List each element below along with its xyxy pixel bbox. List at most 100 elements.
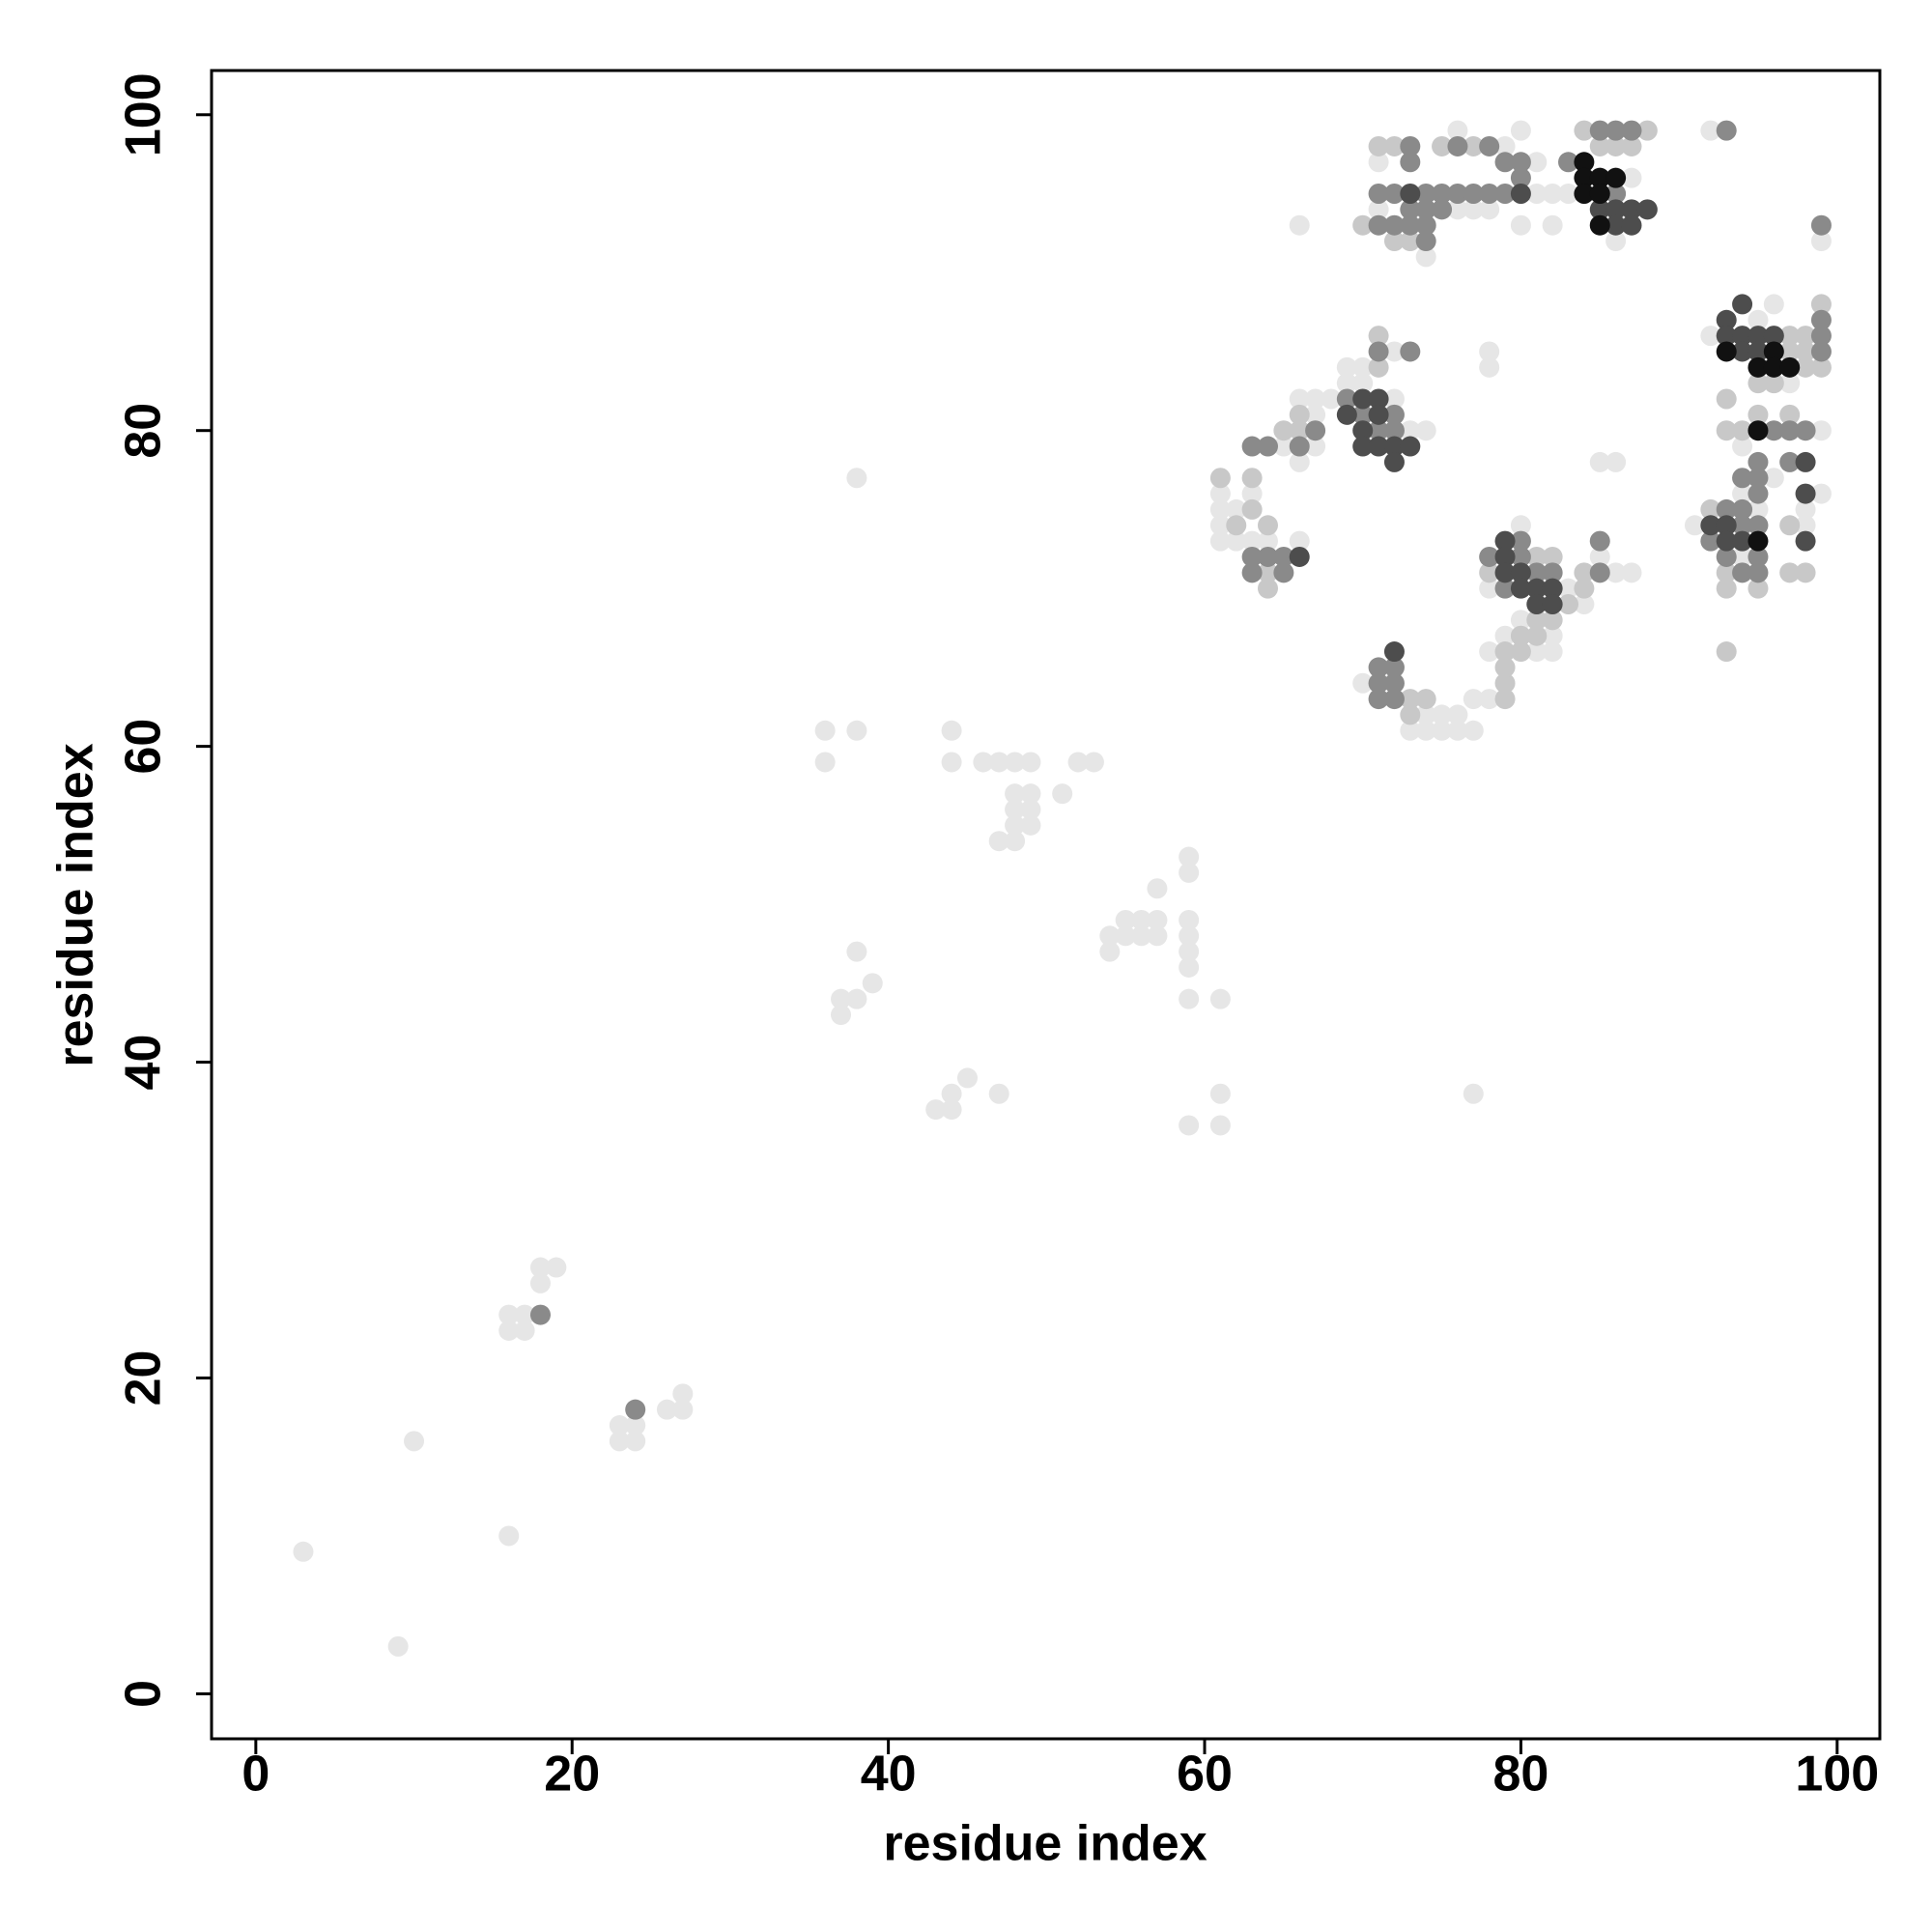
contact-point — [1589, 167, 1610, 188]
contact-point — [1383, 436, 1405, 457]
contact-point — [1273, 562, 1294, 583]
contact-point — [1289, 530, 1310, 552]
contact-point — [1621, 135, 1642, 156]
contact-point — [1494, 689, 1516, 710]
contact-point — [1605, 184, 1627, 205]
contact-point — [1368, 672, 1389, 694]
contact-point — [1067, 752, 1089, 773]
contact-point — [1795, 420, 1816, 441]
contact-point — [1621, 167, 1642, 188]
contact-point — [1131, 909, 1152, 930]
contact-point — [1463, 184, 1484, 205]
y-tick-label: 80 — [116, 403, 172, 459]
contact-point — [1383, 184, 1405, 205]
contact-point — [1352, 214, 1374, 236]
contact-point — [1447, 184, 1468, 205]
contact-point — [1605, 120, 1627, 141]
contact-point — [1795, 341, 1816, 362]
contact-point — [1368, 214, 1389, 236]
contact-point — [1810, 341, 1832, 362]
contact-point — [514, 1304, 535, 1325]
contact-point — [1510, 610, 1531, 631]
contact-point — [1352, 672, 1374, 694]
contact-point — [1621, 214, 1642, 236]
contact-point — [1558, 578, 1579, 599]
contact-point — [514, 1320, 535, 1341]
contact-point — [1779, 373, 1801, 394]
contact-point — [1747, 341, 1769, 362]
contact-point — [988, 1083, 1009, 1104]
contact-point — [973, 752, 994, 773]
contact-point — [1257, 546, 1278, 567]
contact-point — [1510, 562, 1531, 583]
contact-point — [1432, 184, 1453, 205]
contact-point — [1383, 689, 1405, 710]
contact-point — [1020, 752, 1041, 773]
contact-point — [1383, 641, 1405, 663]
contact-point — [1368, 341, 1389, 362]
contact-point — [1636, 120, 1658, 141]
contact-point — [1020, 814, 1041, 836]
contact-point — [1479, 356, 1500, 378]
contact-point — [1368, 657, 1389, 678]
contact-point — [1510, 625, 1531, 646]
contact-point — [1432, 720, 1453, 741]
contact-point — [1732, 341, 1753, 362]
contact-point — [1494, 152, 1516, 173]
contact-point — [1636, 199, 1658, 220]
contact-point — [1209, 483, 1231, 504]
contact-point — [1747, 578, 1769, 599]
contact-point — [1810, 214, 1832, 236]
contact-point — [1005, 814, 1026, 836]
contact-point — [1779, 420, 1801, 441]
contact-point — [1716, 326, 1737, 347]
contact-point — [1147, 878, 1168, 899]
contact-point — [1479, 184, 1500, 205]
contact-point — [1400, 704, 1421, 725]
contact-point — [1747, 468, 1769, 489]
contact-point — [1747, 326, 1769, 347]
contact-point — [1400, 214, 1421, 236]
contact-point — [1732, 326, 1753, 347]
contact-point — [529, 1272, 551, 1293]
contact-point — [1779, 404, 1801, 425]
contact-point — [1352, 420, 1374, 441]
contact-point — [1383, 657, 1405, 678]
contact-point — [1716, 546, 1737, 567]
contact-point — [1257, 515, 1278, 536]
plot-frame — [210, 69, 1882, 1741]
contact-point — [1383, 451, 1405, 472]
contact-point — [1368, 436, 1389, 457]
contact-point — [1558, 594, 1579, 615]
contact-point — [1605, 135, 1627, 156]
contact-point — [1526, 562, 1548, 583]
contact-point — [1415, 231, 1436, 252]
contact-point — [846, 720, 867, 741]
y-tick-label: 40 — [116, 1035, 172, 1091]
contact-point — [1542, 546, 1563, 567]
contact-point — [1716, 562, 1737, 583]
contact-point — [1368, 184, 1389, 205]
contact-point — [1336, 388, 1357, 410]
contact-point — [1257, 562, 1278, 583]
contact-point — [1257, 530, 1278, 552]
contact-point — [1479, 546, 1500, 567]
contact-point — [1716, 578, 1737, 599]
contact-point — [1795, 562, 1816, 583]
contact-point — [1179, 862, 1200, 883]
contact-point — [1542, 610, 1563, 631]
contact-point — [1020, 799, 1041, 820]
contact-point — [1716, 120, 1737, 141]
contact-point — [1779, 515, 1801, 536]
contact-point — [1226, 515, 1247, 536]
contact-point — [1605, 199, 1627, 220]
contact-point — [1732, 562, 1753, 583]
contact-point — [1083, 752, 1104, 773]
contact-point — [1747, 498, 1769, 520]
contact-point — [1526, 578, 1548, 599]
contact-point — [1479, 562, 1500, 583]
contact-point — [1400, 231, 1421, 252]
contact-point — [1352, 404, 1374, 425]
contact-point — [1747, 420, 1769, 441]
contact-point — [1526, 641, 1548, 663]
